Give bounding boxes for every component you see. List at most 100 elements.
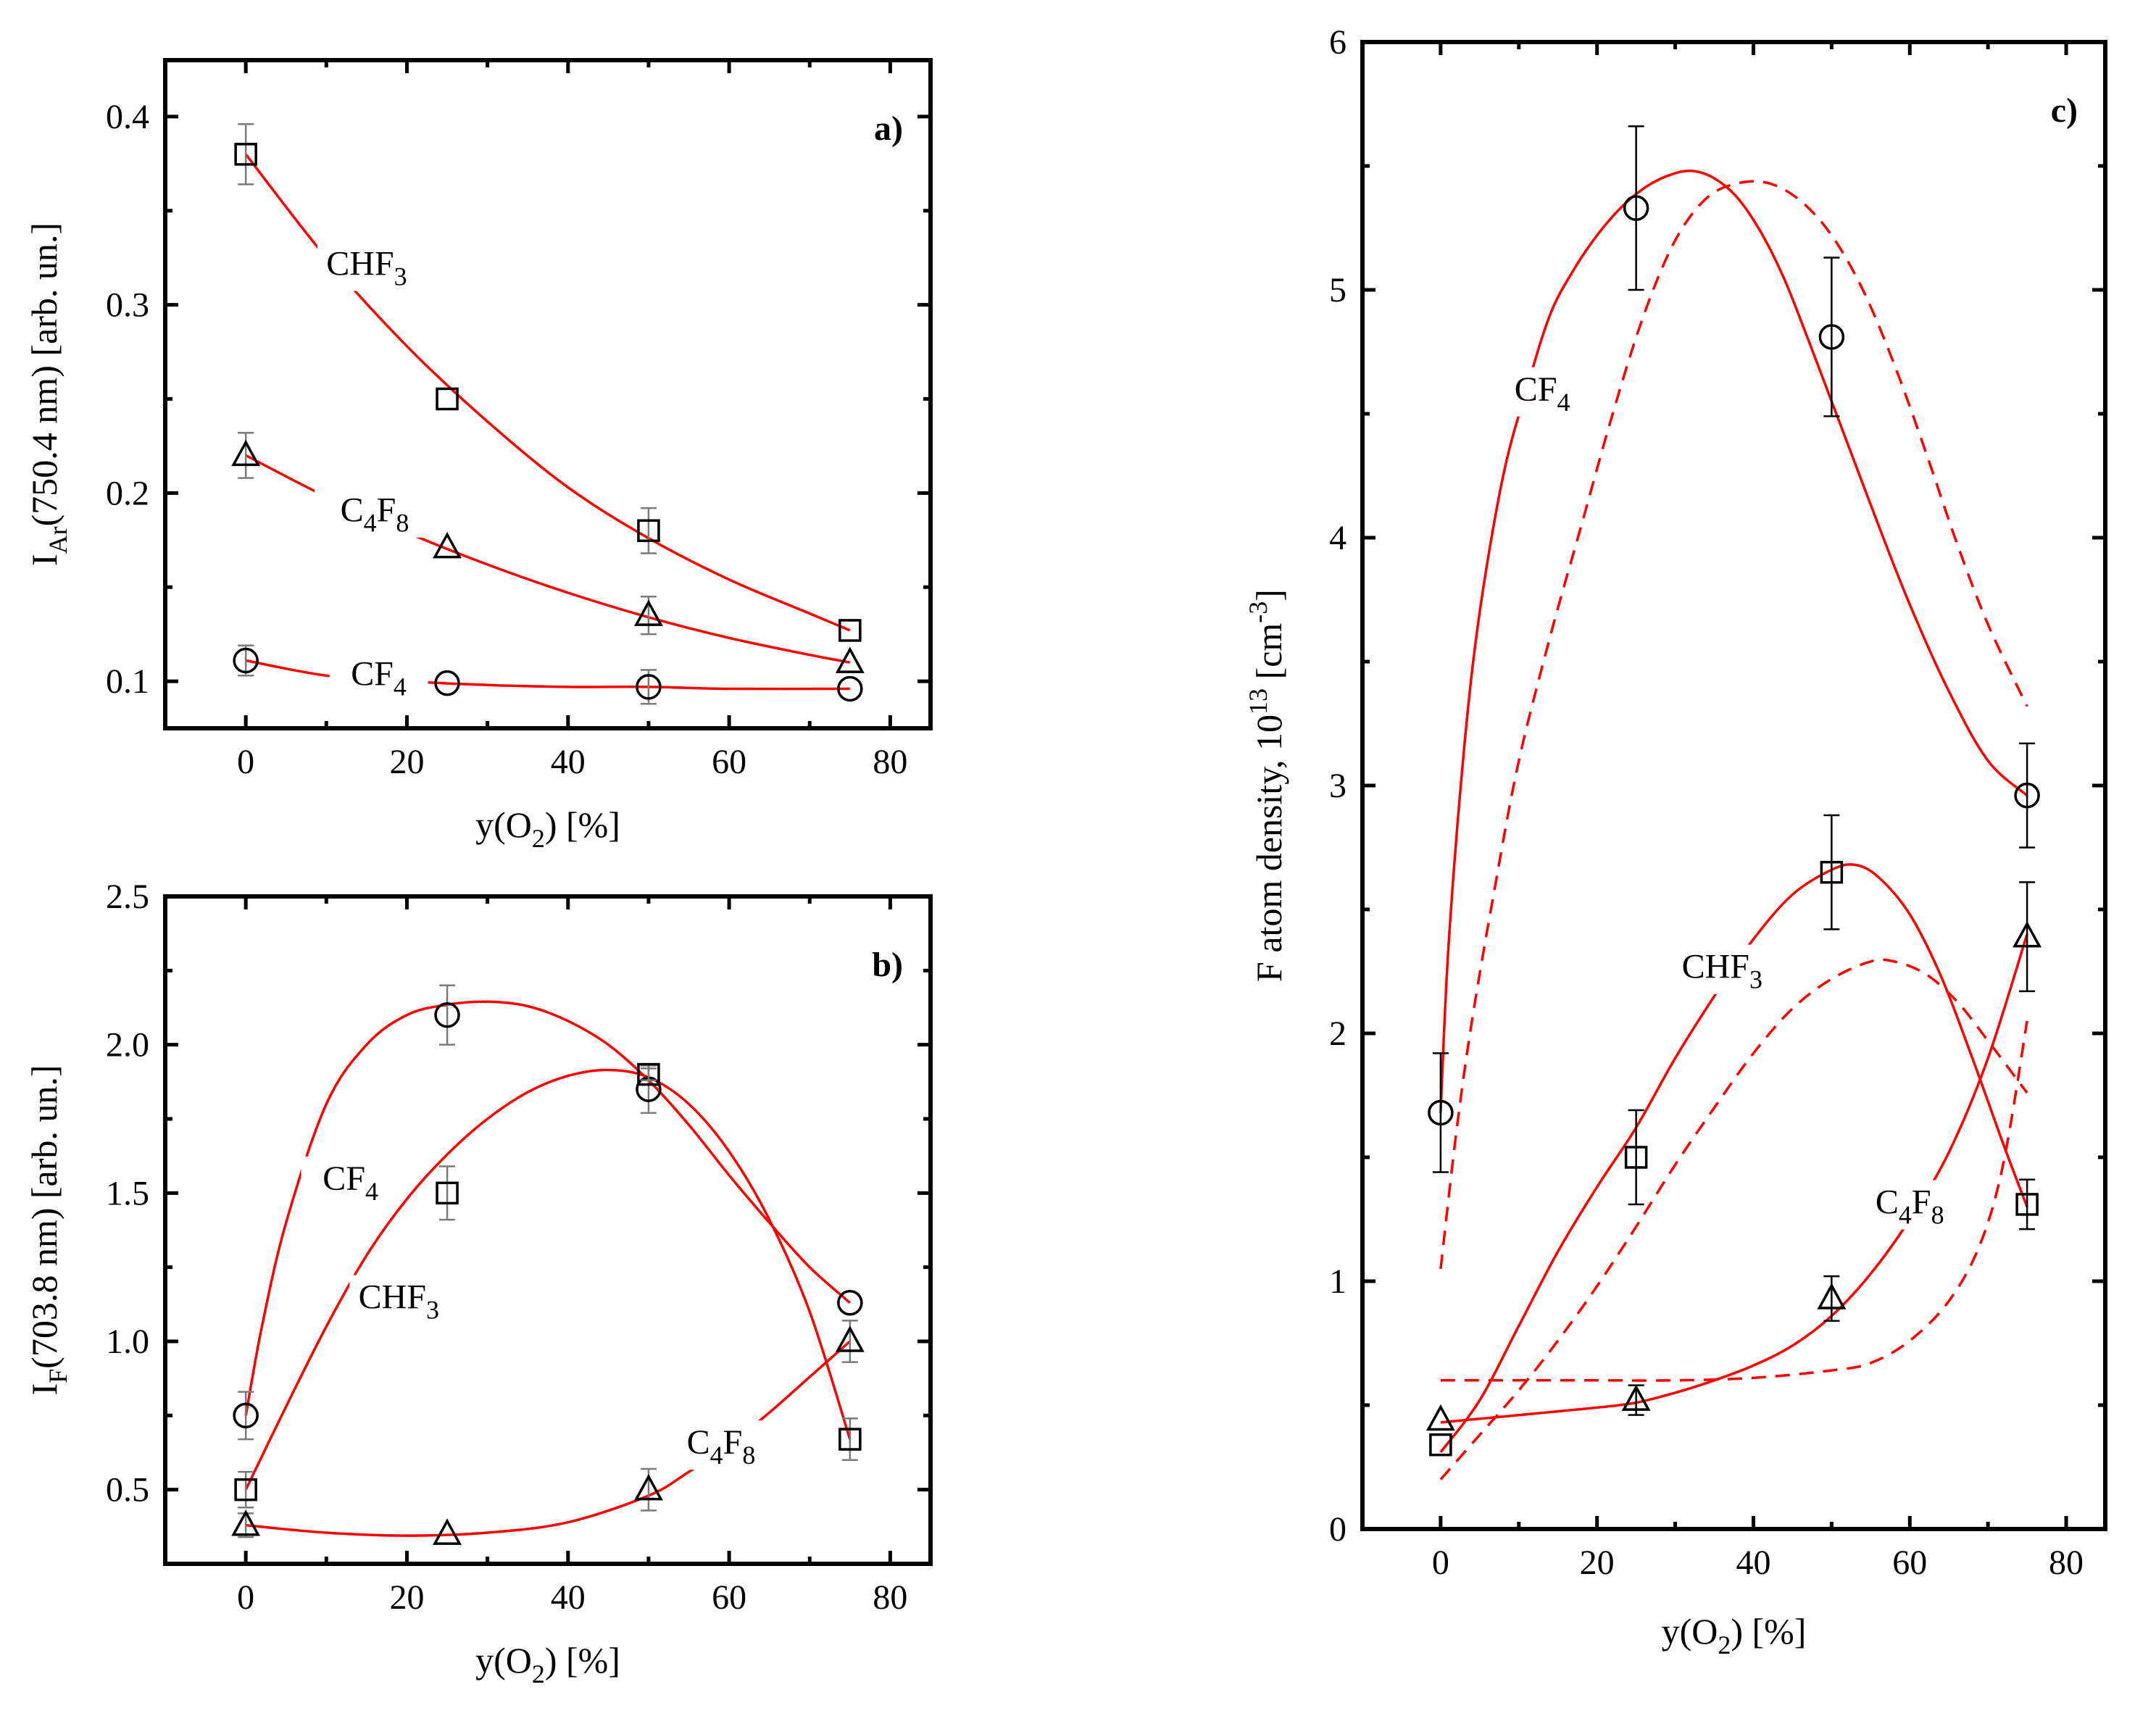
panel-a-chart: 0 20 40 60 80 0.1 0.2 0.3 0.4 y(O2) [%] IAr(750.4 … bbox=[24, 58, 933, 853]
y-tick-label: 6 bbox=[1329, 23, 1347, 62]
y-tick-label: 2.0 bbox=[106, 1026, 149, 1065]
x-tick-label: 80 bbox=[873, 743, 907, 781]
cf4-data-point bbox=[1818, 324, 1845, 350]
x-tick-label: 60 bbox=[712, 743, 746, 781]
plot-frame bbox=[163, 894, 933, 1566]
cf4-data-point bbox=[233, 647, 259, 674]
cf4-series-label: CF4 bbox=[351, 655, 407, 701]
c4f8-series-label: C4F8 bbox=[341, 491, 409, 538]
panel-label: b) bbox=[872, 946, 903, 984]
c4f8-data-point bbox=[1425, 1404, 1455, 1431]
chf3-data-point bbox=[637, 519, 660, 543]
c4f8-data-point bbox=[2013, 920, 2042, 948]
x-tick-label: 0 bbox=[237, 1578, 254, 1617]
chf3-data-point bbox=[436, 387, 459, 411]
y-tick-label: 5 bbox=[1329, 271, 1347, 309]
plot-frame bbox=[163, 58, 933, 730]
chf3-model-curve bbox=[1439, 958, 2028, 1480]
x-tick-label: 20 bbox=[389, 1578, 424, 1617]
cf4-label-gap bbox=[301, 1156, 400, 1206]
cf4-data-point bbox=[2014, 782, 2040, 809]
y-tick-label: 0.3 bbox=[106, 286, 149, 325]
x-tick-label: 20 bbox=[1580, 1544, 1615, 1582]
cf4-fit-curve bbox=[1439, 170, 2028, 1113]
c4f8-data-point bbox=[835, 1325, 865, 1352]
cf4-label-gap bbox=[1493, 367, 1592, 417]
panel-label: c) bbox=[2051, 91, 2078, 130]
c4f8-data-point bbox=[633, 1474, 663, 1501]
y-axis-label: F atom density, 1013 [cm-3] bbox=[1244, 589, 1289, 982]
y-tick-label: 0.5 bbox=[106, 1471, 149, 1509]
x-tick-label: 0 bbox=[237, 743, 254, 781]
chf3-series-label: CHF3 bbox=[1682, 948, 1762, 994]
chf3-series-label: CHF3 bbox=[359, 1278, 439, 1325]
cf4-data-point bbox=[636, 674, 662, 700]
chf3-label-gap bbox=[317, 241, 416, 291]
series-layer bbox=[1439, 170, 2028, 1480]
c4f8-label-gap bbox=[315, 488, 436, 538]
c4f8-data-point bbox=[231, 1509, 261, 1536]
chf3-data-point bbox=[436, 1181, 459, 1205]
y-tick-label: 0 bbox=[1329, 1510, 1347, 1549]
c4f8-label-gap bbox=[660, 1420, 781, 1470]
x-tick-label: 0 bbox=[1432, 1544, 1449, 1582]
x-tick-label: 40 bbox=[1736, 1544, 1770, 1582]
c4f8-series-label: C4F8 bbox=[1876, 1183, 1944, 1230]
chf3-data-point bbox=[838, 1428, 862, 1451]
c4f8-series-label: C4F8 bbox=[687, 1423, 756, 1470]
series-layer bbox=[244, 1000, 852, 1537]
y-tick-label: 0.1 bbox=[106, 662, 149, 701]
c4f8-data-point bbox=[633, 599, 663, 626]
chf3-label-gap bbox=[1673, 944, 1772, 994]
y-axis-label: IF(703.8 nm) [arb. un.] bbox=[24, 1065, 72, 1395]
label-gap-layer bbox=[301, 1156, 781, 1470]
label-gap-layer bbox=[1493, 367, 1970, 1230]
chf3-data-point bbox=[2015, 1193, 2039, 1216]
x-axis-label: y(O2) [%] bbox=[475, 1640, 620, 1688]
cf4-data-point bbox=[837, 675, 863, 702]
y-tick-label: 1.0 bbox=[106, 1323, 149, 1361]
panel-b-chart: 0 20 40 60 80 0.5 1.0 1.5 2.0 2.5 y(O2) [%] IF(703.… bbox=[24, 878, 933, 1688]
marker-layer bbox=[1425, 125, 2042, 1457]
x-tick-label: 60 bbox=[712, 1578, 746, 1617]
marker-layer bbox=[231, 123, 865, 705]
y-tick-label: 0.2 bbox=[106, 474, 149, 512]
cf4-data-point bbox=[837, 1290, 863, 1316]
chf3-fit-curve bbox=[244, 1068, 852, 1491]
c4f8-data-point bbox=[231, 439, 261, 467]
y-tick-label: 3 bbox=[1329, 767, 1347, 805]
y-tick-label: 2.5 bbox=[106, 878, 149, 916]
x-axis-label: y(O2) [%] bbox=[475, 804, 620, 853]
cf4-data-point bbox=[434, 670, 460, 696]
cf4-fit-curve bbox=[244, 1000, 851, 1416]
chf3-fit-curve bbox=[1439, 863, 2028, 1454]
y-tick-label: 2 bbox=[1329, 1015, 1347, 1053]
c4f8-data-point bbox=[1817, 1283, 1847, 1309]
y-tick-label: 4 bbox=[1329, 519, 1347, 557]
c4f8-label-gap bbox=[1849, 1180, 1970, 1230]
chf3-data-point bbox=[1820, 860, 1844, 884]
x-axis-label: y(O2) [%] bbox=[1662, 1611, 1807, 1659]
chf3-data-point bbox=[234, 143, 257, 166]
c4f8-fit-curve bbox=[1440, 933, 2028, 1424]
y-axis-label: IAr(750.4 nm) [arb. un.] bbox=[24, 222, 72, 566]
c4f8-data-point bbox=[433, 532, 462, 559]
x-tick-label: 60 bbox=[1892, 1544, 1927, 1582]
y-tick-label: 1 bbox=[1329, 1262, 1347, 1301]
x-tick-label: 40 bbox=[551, 1578, 586, 1617]
chf3-series-label: CHF3 bbox=[326, 244, 407, 291]
x-tick-label: 80 bbox=[873, 1578, 907, 1617]
c4f8-model-curve bbox=[1440, 1020, 2028, 1382]
cf4-data-point bbox=[233, 1402, 259, 1429]
x-tick-label: 40 bbox=[551, 743, 586, 781]
cf4-data-point bbox=[1623, 195, 1649, 221]
chf3-data-point bbox=[1429, 1433, 1452, 1457]
c4f8-data-point bbox=[433, 1518, 462, 1545]
chf3-label-gap bbox=[349, 1275, 449, 1325]
marker-layer bbox=[231, 984, 865, 1545]
cf4-model-curve bbox=[1439, 180, 2028, 1270]
cf4-data-point bbox=[1428, 1099, 1454, 1126]
x-tick-label: 80 bbox=[2049, 1544, 2084, 1582]
cf4-series-label: CF4 bbox=[322, 1159, 378, 1206]
c4f8-data-point bbox=[1621, 1384, 1651, 1411]
